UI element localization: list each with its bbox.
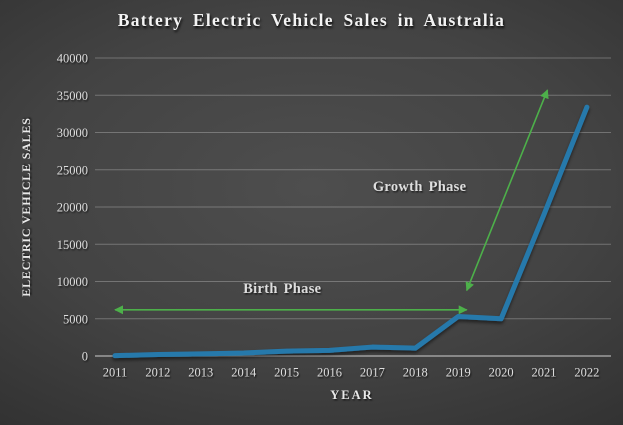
x-tick-label: 2020 <box>489 366 514 380</box>
y-axis-tick-labels: 0 5000 10000 15000 20000 25000 30000 35000 40000 <box>57 52 88 364</box>
x-axis-tick-labels: 2011 2012 2013 2014 2015 2016 2017 2018 2019 2020… <box>103 366 600 380</box>
x-tick-label: 2015 <box>274 366 299 380</box>
y-axis-title: ELECTRIC VEHICLE SALES <box>19 117 33 296</box>
chart-title: Battery Electric Vehicle Sales in Austra… <box>117 10 506 30</box>
x-tick-label: 2018 <box>403 366 428 380</box>
x-tick-label: 2014 <box>231 366 257 380</box>
gridlines-group <box>95 57 611 357</box>
y-tick-label: 0 <box>82 350 88 364</box>
birth-phase-label: Birth Phase <box>243 281 321 297</box>
y-tick-label: 40000 <box>57 52 88 66</box>
growth-phase-label: Growth Phase <box>373 179 467 195</box>
x-tick-label: 2011 <box>103 366 128 380</box>
x-tick-label: 2019 <box>446 366 471 380</box>
sales-line <box>112 104 590 359</box>
growth-phase-arrow <box>465 89 549 292</box>
y-tick-label: 25000 <box>57 163 88 177</box>
series-group <box>112 104 590 359</box>
y-tick-label: 35000 <box>57 89 88 103</box>
x-tick-label: 2021 <box>532 366 557 380</box>
y-tick-label: 10000 <box>57 275 88 289</box>
x-tick-label: 2017 <box>360 366 385 380</box>
x-tick-label: 2016 <box>317 366 342 380</box>
y-tick-label: 20000 <box>57 201 88 215</box>
x-tick-label: 2012 <box>145 366 170 380</box>
x-tick-label: 2022 <box>574 366 599 380</box>
x-axis-title: YEAR <box>330 388 373 402</box>
annotations-group: Birth Phase Growth Phase <box>114 89 549 315</box>
y-tick-label: 15000 <box>57 238 88 252</box>
x-tick-label: 2013 <box>188 366 213 380</box>
y-tick-label: 30000 <box>57 126 88 140</box>
y-tick-label: 5000 <box>63 312 88 326</box>
